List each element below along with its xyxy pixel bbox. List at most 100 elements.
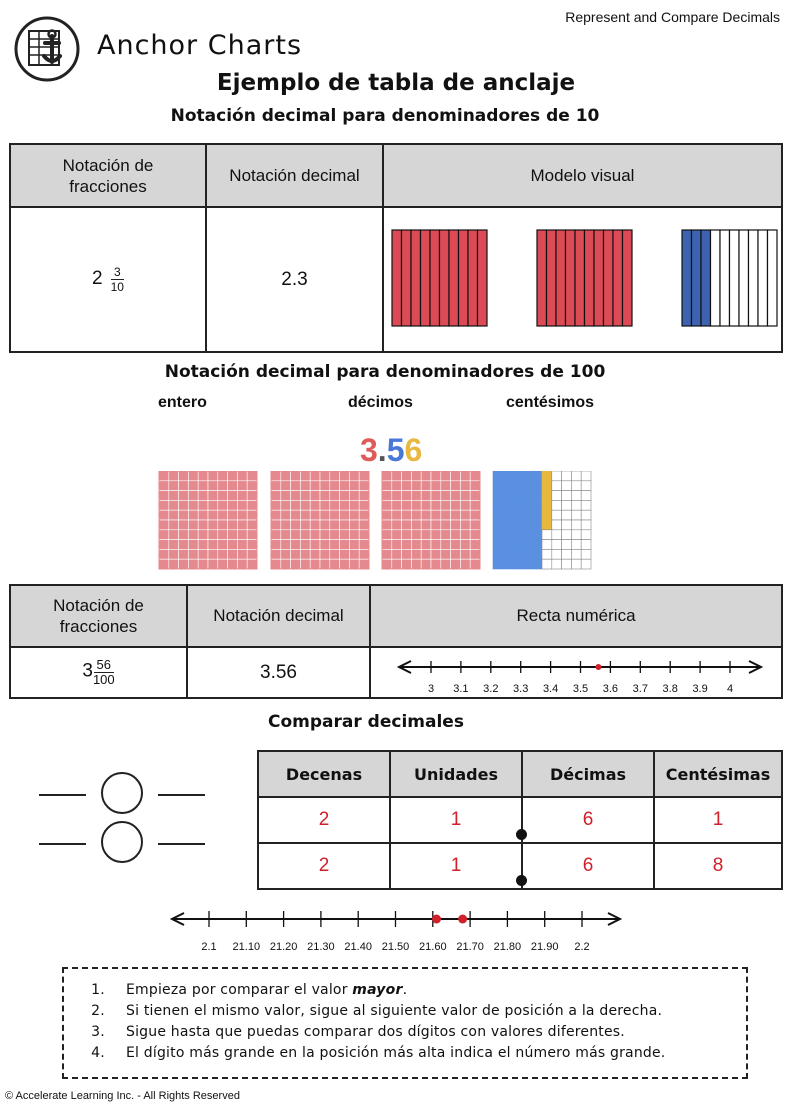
row1-ones: 1 [389,796,523,844]
left-arrow-icon [396,660,412,674]
tick-label: 3.5 [573,683,588,695]
tenth-strip [448,229,460,327]
tenth-strip [681,229,693,327]
header-visual-model: Modelo visual [382,143,783,208]
header-tens: Decenas [257,750,391,798]
tick-label: 3 [428,683,434,695]
digit-tenths: 5 [386,432,405,468]
hundred-square-partial [492,471,592,570]
decimal-point: . [377,432,387,468]
tick-label: 21.20 [270,941,298,953]
row2-tens: 2 [257,842,391,890]
plotted-point [458,914,468,924]
tenth-strip [602,229,614,327]
row1-hundredths: 1 [653,796,783,844]
compare-symbol-circle-2[interactable] [101,821,143,863]
compare-symbol-circle-1[interactable] [101,772,143,814]
header-decimal-notation-2: Notación decimal [186,584,371,648]
number-line-cell: 3 3.1 3.2 3.3 3.4 3.5 3.6 3.7 3.8 3.9 4 [369,646,783,699]
section-title-hundredths: Notación decimal para denominadores de 1… [164,362,606,382]
section-title-tenths: Notación decimal para denominadores de 1… [170,106,600,126]
tenth-strip [621,229,633,327]
tick-label: 3.3 [513,683,528,695]
tenth-strip [583,229,595,327]
tenth-strip [766,229,778,327]
hundred-square-full [381,471,481,570]
hundred-grid-model [158,471,592,570]
tick-label: 2.2 [574,941,589,953]
decimal-point-dot-2 [516,875,527,886]
plotted-point [595,664,602,670]
tick-label: 3.4 [543,683,558,695]
row2-ones: 1 [389,842,523,890]
tenth-strip [700,229,712,327]
compare-blank-left-2[interactable] [39,843,86,845]
tenth-strip [536,229,548,327]
tenth-strip [391,229,403,327]
header-tenths: Décimas [521,750,655,798]
brand-name: Anchor Charts [97,30,303,61]
right-arrow-icon [607,912,623,926]
tick-label: 3.1 [453,683,468,695]
tenth-strip [747,229,759,327]
tenth-strip [564,229,576,327]
tenth-strip [612,229,624,327]
compare-blank-left-1[interactable] [39,794,86,796]
hundred-square-border [381,471,481,570]
plotted-point [432,914,442,924]
tenth-strip [476,229,488,327]
tick-label: 3.6 [603,683,618,695]
visual-model-cell [382,206,783,353]
hundred-square-full [270,471,370,570]
tick-label: 21.60 [419,941,447,953]
row2-tenths: 6 [521,842,655,890]
hundred-square-border [270,471,370,570]
digit-ones: 3 [360,432,378,468]
tenth-strip [719,229,731,327]
tenth-strip [438,229,450,327]
tick-label: 21.50 [382,941,410,953]
header-fraction-notation: Notación de fracciones [9,143,207,208]
tenth-strip [593,229,605,327]
tenth-strip [429,229,441,327]
top-right-title: Represent and Compare Decimals [565,9,780,25]
header-ones: Unidades [389,750,523,798]
fraction-cell-2: 3 56 100 [9,646,188,699]
place-value-table: Decenas Unidades Décimas Centésimas 2 1 … [257,750,783,890]
decimal-cell-2: 3.56 [186,646,371,699]
tenth-strip [738,229,750,327]
tenth-strip [400,229,412,327]
tenth-strip [690,229,702,327]
compare-blank-right-1[interactable] [158,794,205,796]
fraction-cell: 2 3 10 [9,206,207,353]
hundred-square-border [158,471,258,570]
anchor-logo-icon [14,16,80,82]
instructions-box: 1. Empieza por comparar el valor mayor. … [62,967,748,1079]
right-arrow-icon [748,660,764,674]
compare-blank-right-2[interactable] [158,843,205,845]
tenths-bar-model [391,229,778,327]
tick-label: 3.9 [692,683,707,695]
header-hundredths: Centésimas [653,750,783,798]
header-decimal-notation: Notación decimal [205,143,384,208]
decimal-point-dot-1 [516,829,527,840]
footer-copyright: © Accelerate Learning Inc. - All Rights … [5,1090,240,1102]
tenths-table: Notación de fracciones Notación decimal … [9,143,783,353]
label-hundredths: centésimos [506,394,595,411]
label-tenths: décimos [348,394,413,411]
tick-label: 21.70 [456,941,484,953]
label-whole: entero [158,394,207,411]
tenth-strip [419,229,431,327]
tenth-strip [728,229,740,327]
left-arrow-icon [169,912,185,926]
tick-label: 21.40 [344,941,372,953]
decimal-cell: 2.3 [205,206,384,353]
tenth-strip [757,229,769,327]
header-fraction-notation-2: Notación de fracciones [9,584,188,648]
tenth-strip [467,229,479,327]
tenth-strip [545,229,557,327]
number-line-3-to-4: 3 3.1 3.2 3.3 3.4 3.5 3.6 3.7 3.8 3.9 4 [396,660,764,695]
tick-label: 4 [727,683,733,695]
tick-label: 21.80 [494,941,522,953]
tick-label: 21.10 [233,941,261,953]
